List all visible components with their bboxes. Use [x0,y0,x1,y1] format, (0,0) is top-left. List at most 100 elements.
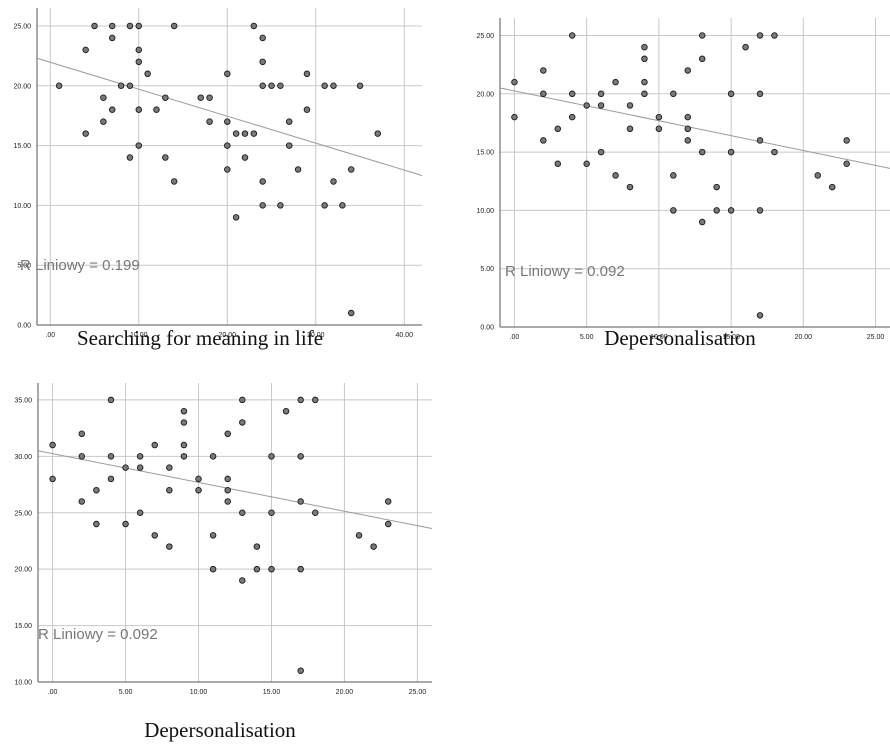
data-point [583,102,590,109]
x-tick-label: .00 [48,689,58,696]
data-point [713,207,720,214]
data-point [166,464,173,471]
data-point [224,498,231,505]
y-tick-label: 25.00 [14,510,32,517]
data-point [82,130,89,137]
data-point [303,70,311,78]
data-point [771,32,778,39]
data-point [195,475,202,483]
y-tick-label: 10.00 [14,680,32,687]
data-point [232,130,240,137]
data-point [151,441,158,449]
r-squared-label: R Liniowy = 0.199 [20,257,140,274]
data-point [126,82,134,90]
data-point [209,453,217,460]
data-point [144,70,151,78]
data-point [312,509,319,517]
data-point [49,475,56,483]
data-point [297,565,304,573]
data-point [655,113,663,121]
data-point [224,142,231,149]
y-tick-label: 0.00 [480,325,494,332]
data-point [180,441,188,449]
data-point [78,498,86,505]
data-point [626,102,634,109]
data-point [126,22,134,30]
data-point [540,67,547,74]
y-tick-label: 0.00 [17,323,31,330]
data-point [597,90,605,98]
x-tick-label: 30.00 [307,332,325,339]
regression-line [36,57,423,176]
data-point [568,32,576,39]
data-point [684,125,692,133]
regression-line [37,450,433,530]
data-point [180,453,188,460]
data-point [224,430,231,438]
data-point [843,160,850,168]
data-point [756,312,764,319]
data-point [166,543,173,550]
data-point [568,113,576,121]
x-tick-label: 20.00 [795,334,813,341]
data-point [285,118,293,125]
x-tick-label: .00 [45,332,55,339]
data-point [684,137,692,144]
data-point [277,202,284,209]
data-point [742,43,749,51]
data-point [268,565,275,573]
data-point [771,148,778,156]
data-point [268,509,275,517]
data-point [241,130,249,137]
data-point [583,160,590,168]
data-point [195,486,202,494]
data-point [170,178,178,185]
data-point [713,183,720,191]
data-point [727,148,735,156]
data-point [108,34,116,42]
data-point [78,430,86,438]
y-tick-label: 10.00 [476,208,494,215]
data-point [540,90,547,98]
data-point [282,407,290,415]
data-point [597,148,605,156]
data-point [135,106,143,113]
r-squared-label: R Liniowy = 0.092 [38,626,158,643]
x-tick-label: 25.00 [867,334,885,341]
data-point [239,577,246,584]
data-point [626,125,634,133]
data-point [108,22,116,30]
y-tick-label: 35.00 [14,397,32,404]
data-point [297,498,304,505]
data-point [259,178,266,185]
data-point [303,106,311,113]
x-tick-label: 25.00 [409,689,427,696]
data-point [232,214,240,221]
x-tick-label: 10.00 [190,689,208,696]
data-point [756,32,764,39]
scatter-panel-3: 10.00 15.00 20.00 25.00 30.00 35.00 .00 5.00 10.… [0,375,440,750]
data-point [224,475,231,483]
x-tick-label: 20.00 [336,689,354,696]
data-point [727,207,735,214]
x-tick-label: 5.00 [580,334,594,341]
data-point [259,34,266,42]
y-tick-label: 30.00 [14,454,32,461]
x-tick-label: 15.00 [722,334,740,341]
data-point [259,58,266,66]
data-point [339,202,346,209]
regression-line [499,87,890,169]
data-point [107,475,115,483]
data-point [197,94,204,101]
x-tick-label: 10.00 [650,334,668,341]
data-point [670,172,677,179]
data-point [347,309,355,317]
data-point [107,396,115,404]
data-point [209,565,217,573]
data-point [55,82,63,90]
data-point [136,464,144,471]
y-tick-label: 15.00 [13,143,31,150]
data-point [239,396,246,404]
data-point [670,207,677,214]
data-point [209,532,217,539]
